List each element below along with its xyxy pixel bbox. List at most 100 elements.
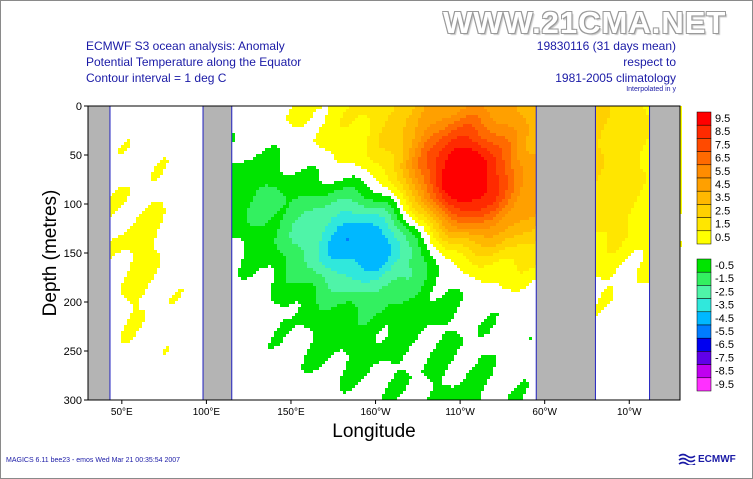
anomaly-cell — [391, 220, 394, 223]
anomaly-cell — [310, 271, 313, 274]
anomaly-cell — [409, 334, 412, 337]
anomaly-cell — [388, 151, 391, 154]
anomaly-cell — [256, 259, 259, 262]
anomaly-cell — [391, 235, 394, 238]
anomaly-cell — [292, 187, 295, 190]
anomaly-cell — [313, 211, 316, 214]
anomaly-cell — [337, 115, 340, 118]
anomaly-cell — [262, 187, 265, 190]
anomaly-cell — [409, 244, 412, 247]
anomaly-cell — [157, 265, 160, 268]
anomaly-cell — [376, 247, 379, 250]
anomaly-cell — [373, 262, 376, 265]
anomaly-cell — [373, 301, 376, 304]
anomaly-cell — [160, 205, 163, 208]
anomaly-cell — [289, 319, 292, 322]
anomaly-cell — [382, 220, 385, 223]
anomaly-cell — [310, 292, 313, 295]
anomaly-cell — [406, 349, 409, 352]
anomaly-cell — [127, 190, 130, 193]
anomaly-cell — [271, 235, 274, 238]
anomaly-cell — [403, 202, 406, 205]
anomaly-cell — [322, 193, 325, 196]
anomaly-cell — [331, 205, 334, 208]
anomaly-cell — [325, 223, 328, 226]
anomaly-cell — [268, 160, 271, 163]
anomaly-cell — [235, 163, 238, 166]
anomaly-cell — [268, 241, 271, 244]
anomaly-cell — [121, 241, 124, 244]
anomaly-cell — [142, 265, 145, 268]
anomaly-cell — [325, 133, 328, 136]
anomaly-cell — [349, 157, 352, 160]
anomaly-cell — [412, 256, 415, 259]
anomaly-cell — [412, 163, 415, 166]
anomaly-cell — [334, 115, 337, 118]
anomaly-cell — [382, 136, 385, 139]
anomaly-cell — [259, 208, 262, 211]
anomaly-cell — [235, 178, 238, 181]
anomaly-cell — [394, 355, 397, 358]
anomaly-cell — [286, 289, 289, 292]
anomaly-cell — [346, 178, 349, 181]
anomaly-cell — [235, 235, 238, 238]
anomaly-cell — [415, 145, 418, 148]
anomaly-cell — [253, 232, 256, 235]
anomaly-cell — [418, 127, 421, 130]
anomaly-cell — [355, 145, 358, 148]
anomaly-cell — [337, 214, 340, 217]
anomaly-cell — [325, 292, 328, 295]
anomaly-cell — [271, 190, 274, 193]
anomaly-cell — [406, 325, 409, 328]
anomaly-cell — [340, 181, 343, 184]
anomaly-cell — [385, 307, 388, 310]
anomaly-cell — [349, 184, 352, 187]
anomaly-cell — [139, 292, 142, 295]
anomaly-cell — [373, 268, 376, 271]
anomaly-cell — [310, 325, 313, 328]
anomaly-cell — [334, 322, 337, 325]
anomaly-cell — [400, 331, 403, 334]
anomaly-cell — [361, 358, 364, 361]
anomaly-cell — [352, 193, 355, 196]
anomaly-cell — [277, 340, 280, 343]
anomaly-cell — [280, 208, 283, 211]
anomaly-cell — [424, 190, 427, 193]
anomaly-cell — [385, 280, 388, 283]
anomaly-cell — [331, 349, 334, 352]
anomaly-cell — [421, 265, 424, 268]
anomaly-cell — [418, 193, 421, 196]
anomaly-cell — [343, 193, 346, 196]
anomaly-cell — [382, 346, 385, 349]
anomaly-cell — [337, 190, 340, 193]
anomaly-cell — [268, 187, 271, 190]
anomaly-cell — [376, 361, 379, 364]
anomaly-cell — [367, 136, 370, 139]
anomaly-cell — [373, 259, 376, 262]
anomaly-cell — [397, 301, 400, 304]
anomaly-cell — [388, 328, 391, 331]
anomaly-cell — [376, 235, 379, 238]
anomaly-cell — [127, 289, 130, 292]
anomaly-cell — [316, 286, 319, 289]
anomaly-cell — [271, 289, 274, 292]
anomaly-cell — [400, 157, 403, 160]
anomaly-cell — [358, 202, 361, 205]
anomaly-cell — [373, 313, 376, 316]
anomaly-cell — [352, 328, 355, 331]
anomaly-cell — [412, 235, 415, 238]
anomaly-cell — [160, 211, 163, 214]
anomaly-cell — [424, 253, 427, 256]
anomaly-cell — [139, 226, 142, 229]
anomaly-cell — [349, 238, 352, 241]
anomaly-cell — [361, 190, 364, 193]
anomaly-cell — [385, 196, 388, 199]
anomaly-cell — [349, 244, 352, 247]
anomaly-cell — [130, 244, 133, 247]
anomaly-cell — [301, 265, 304, 268]
anomaly-cell — [364, 298, 367, 301]
anomaly-cell — [364, 361, 367, 364]
anomaly-cell — [340, 256, 343, 259]
anomaly-cell — [352, 226, 355, 229]
anomaly-cell — [154, 220, 157, 223]
